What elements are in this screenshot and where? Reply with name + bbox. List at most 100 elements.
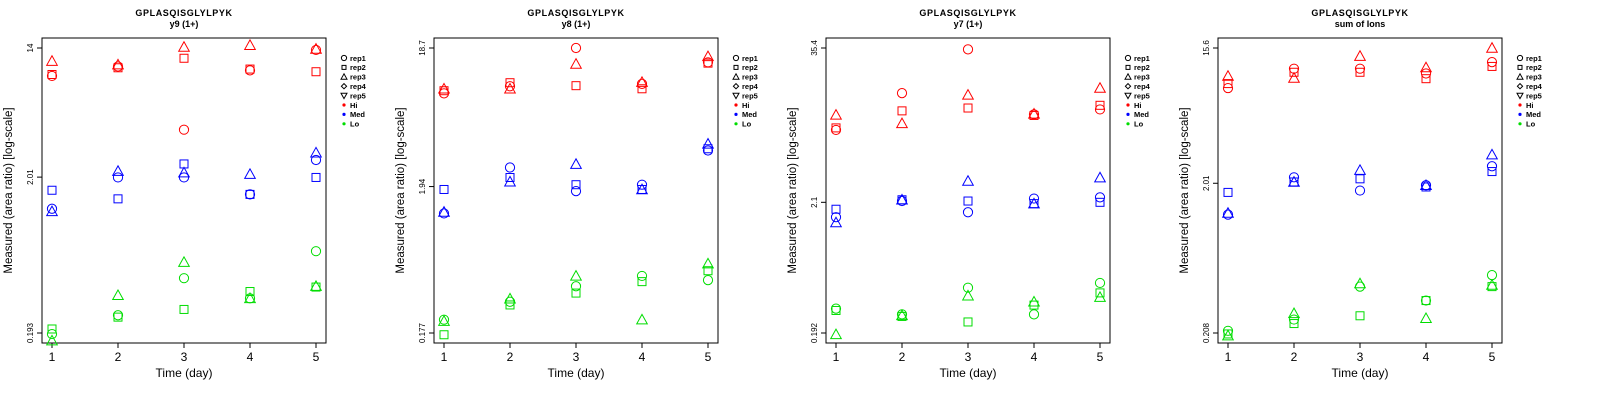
chart-subtitle: y7 (1+) (954, 19, 983, 29)
chart-subtitle: sum of Ions (1335, 19, 1386, 29)
data-point-lo-rep3 (701, 257, 715, 269)
data-point-med-rep1 (504, 162, 516, 173)
x-tick-label: 5 (1097, 350, 1104, 364)
data-point-hi-rep2 (179, 53, 189, 63)
chart-title: GPLASQISGLYLPYK (919, 8, 1016, 18)
data-point-hi-rep2 (311, 67, 321, 77)
data-point-lo-rep1 (1094, 277, 1106, 289)
legend-symbol-rep3 (732, 72, 740, 80)
data-point-med-rep3 (569, 157, 583, 169)
data-point-hi-rep2 (1223, 79, 1233, 89)
y-tick-label: 14 (26, 43, 35, 52)
data-point-med-rep2 (1223, 187, 1233, 197)
chart-subtitle: y8 (1+) (562, 19, 591, 29)
data-point-lo-rep3 (177, 255, 191, 267)
data-points (1221, 41, 1499, 341)
data-point-hi-rep3 (1287, 71, 1301, 83)
data-point-med-rep1 (830, 212, 842, 223)
legend-label-lo: Lo (1526, 120, 1536, 129)
x-tick-label: 4 (1031, 350, 1038, 364)
legend-symbol-rep5 (732, 92, 740, 100)
legend-label-hi: Hi (742, 101, 750, 110)
x-tick-label: 1 (1225, 350, 1232, 364)
data-point-hi-rep3 (635, 75, 649, 87)
data-point-med-rep2 (1487, 167, 1497, 177)
data-point-med-rep2 (439, 184, 449, 194)
data-point-hi-rep1 (112, 61, 124, 72)
legend-symbol-rep2 (1125, 64, 1131, 70)
x-axis-label: Time (day) (940, 366, 997, 380)
data-point-hi-rep2 (637, 84, 647, 94)
data-point-lo-rep3 (243, 292, 257, 304)
data-point-med-rep3 (1027, 197, 1041, 209)
data-point-lo-rep1 (310, 246, 322, 257)
data-points (437, 42, 715, 340)
x-tick-label: 5 (313, 350, 320, 364)
legend-label-rep5: rep5 (1134, 91, 1150, 100)
x-tick-label: 3 (573, 350, 580, 364)
legend-symbol-rep5 (1516, 92, 1524, 100)
data-point-lo-rep3 (1419, 311, 1433, 324)
y-tick-label: 1.94 (418, 178, 427, 194)
data-point-hi-rep3 (45, 54, 59, 66)
data-point-lo-rep1 (962, 282, 974, 293)
data-point-hi-rep1 (1222, 82, 1234, 94)
data-point-med-rep3 (1093, 171, 1107, 183)
data-point-hi-rep2 (571, 81, 581, 91)
legend-symbol-lo (734, 122, 738, 126)
legend-symbol-lo (342, 122, 346, 126)
data-point-hi-rep2 (1487, 61, 1497, 71)
data-point-hi-rep2 (963, 103, 973, 113)
data-point-med-rep3 (177, 166, 191, 178)
data-point-hi-rep3 (309, 42, 323, 54)
legend-label-rep1: rep1 (1526, 54, 1542, 63)
data-point-med-rep1 (1094, 192, 1106, 203)
legend-symbol-med (734, 112, 738, 116)
data-point-hi-rep1 (1420, 68, 1432, 79)
data-point-hi-rep2 (1095, 100, 1105, 110)
data-point-med-rep1 (1028, 193, 1040, 204)
y-tick-label: 18.7 (418, 40, 427, 56)
data-point-lo-rep1 (896, 309, 908, 320)
data-point-hi-rep2 (1421, 74, 1431, 84)
data-point-med-rep2 (703, 144, 713, 154)
data-point-hi-rep1 (1354, 63, 1366, 74)
data-point-lo-rep2 (439, 330, 449, 340)
legend-label-rep3: rep3 (1526, 73, 1542, 82)
legend-label-med: Med (1526, 110, 1541, 119)
data-point-hi-rep1 (46, 70, 58, 82)
legend-label-hi: Hi (1526, 101, 1534, 110)
legend-label-rep2: rep2 (350, 63, 366, 72)
data-point-med-rep3 (45, 205, 59, 217)
data-point-hi-rep2 (47, 69, 57, 79)
data-point-med-rep3 (1353, 163, 1367, 175)
data-point-med-rep2 (47, 185, 57, 195)
legend-symbol-rep4 (340, 82, 348, 90)
data-point-hi-rep2 (1355, 67, 1365, 77)
data-point-lo-rep1 (702, 275, 714, 286)
data-point-hi-rep1 (830, 124, 842, 136)
data-point-lo-rep3 (503, 292, 517, 304)
data-point-hi-rep3 (895, 117, 909, 129)
data-point-lo-rep2 (245, 287, 255, 297)
data-point-hi-rep2 (505, 78, 515, 88)
data-point-hi-rep3 (701, 50, 715, 62)
data-point-lo-rep1 (570, 281, 582, 292)
data-point-med-rep1 (1486, 161, 1498, 172)
data-point-hi-rep3 (177, 40, 191, 52)
data-point-lo-rep3 (1485, 278, 1499, 290)
data-point-med-rep1 (1354, 185, 1366, 196)
x-tick-label: 5 (1489, 350, 1496, 364)
x-tick-label: 2 (1291, 350, 1298, 364)
legend-label-med: Med (350, 110, 365, 119)
plot-frame (825, 37, 1111, 344)
data-point-lo-rep3 (437, 314, 451, 326)
y-axis-label: Measured (area ratio) [log-scale] (787, 107, 799, 273)
legend-symbol-rep2 (1517, 64, 1523, 70)
data-point-med-rep1 (636, 179, 648, 190)
legend-label-med: Med (1134, 110, 1149, 119)
